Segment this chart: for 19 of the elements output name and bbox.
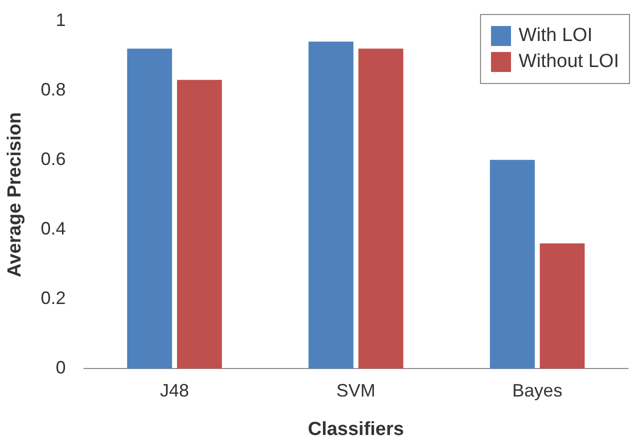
y-tick-label: 0.4	[40, 218, 66, 238]
legend-label: Without LOI	[518, 51, 619, 73]
x-tick-label: SVM	[336, 380, 376, 400]
bar	[308, 42, 354, 369]
bar	[540, 243, 585, 369]
bar	[358, 48, 404, 369]
x-tick-label: J48	[160, 380, 190, 400]
bar	[177, 80, 222, 369]
y-tick-label: 1	[56, 10, 66, 30]
x-tick-label: Bayes	[512, 380, 562, 400]
y-tick-label: 0.6	[40, 148, 66, 169]
bar	[490, 160, 535, 369]
y-axis-title: Average Precision	[4, 112, 26, 278]
x-axis-title: Classifiers	[308, 418, 404, 440]
legend-label: With LOI	[518, 25, 593, 47]
y-tick-label: 0.8	[40, 79, 66, 100]
y-tick-label: 0.2	[40, 288, 66, 308]
y-tick-label: 0	[56, 358, 66, 378]
bar	[127, 48, 172, 369]
